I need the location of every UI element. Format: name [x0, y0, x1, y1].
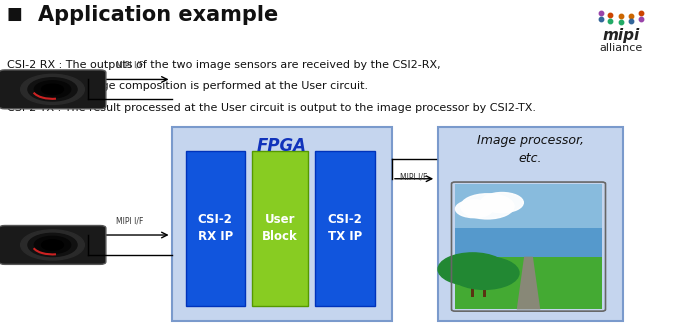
Circle shape	[28, 78, 77, 101]
Circle shape	[438, 253, 508, 286]
Bar	[482, 283, 486, 297]
Bar	[186, 151, 245, 306]
Bar	[455, 184, 602, 228]
Bar	[438, 127, 623, 321]
Text: and image composition is performed at the User circuit.: and image composition is performed at th…	[7, 81, 368, 91]
Circle shape	[34, 81, 71, 98]
Circle shape	[41, 240, 64, 250]
Text: CSI-2
TX IP: CSI-2 TX IP	[328, 213, 362, 243]
Text: Image processor,
etc.: Image processor, etc.	[477, 134, 584, 165]
Bar	[455, 257, 602, 309]
Text: ■: ■	[7, 5, 22, 23]
Circle shape	[34, 236, 71, 254]
Text: CSI-2
RX IP: CSI-2 RX IP	[197, 213, 233, 243]
Text: MIPI I/F: MIPI I/F	[116, 61, 144, 70]
Text: User
Block: User Block	[262, 213, 298, 243]
Circle shape	[456, 200, 493, 218]
Polygon shape	[517, 257, 540, 309]
Bar	[471, 279, 475, 297]
FancyBboxPatch shape	[0, 225, 106, 264]
Text: mipi: mipi	[602, 28, 640, 43]
Text: Application example: Application example	[38, 5, 279, 25]
Bar	[315, 151, 374, 306]
Text: MIPI I/F: MIPI I/F	[400, 172, 428, 181]
Bar	[455, 184, 602, 257]
Circle shape	[21, 230, 84, 260]
Circle shape	[28, 233, 77, 257]
Text: alliance: alliance	[599, 43, 643, 53]
Text: CSI-2 RX : The outputs of the two image sensors are received by the CSI2-RX,: CSI-2 RX : The outputs of the two image …	[7, 60, 440, 70]
Circle shape	[21, 74, 84, 105]
Text: MIPI I/F: MIPI I/F	[116, 216, 144, 225]
Circle shape	[450, 257, 519, 289]
Text: FPGA: FPGA	[257, 137, 307, 155]
FancyBboxPatch shape	[0, 70, 106, 109]
Circle shape	[41, 84, 64, 95]
Bar	[252, 151, 308, 306]
Circle shape	[461, 194, 514, 219]
Bar	[172, 127, 392, 321]
Text: CSI-2 TX : The result processed at the User circuit is output to the image proce: CSI-2 TX : The result processed at the U…	[7, 103, 536, 113]
Circle shape	[481, 193, 524, 213]
